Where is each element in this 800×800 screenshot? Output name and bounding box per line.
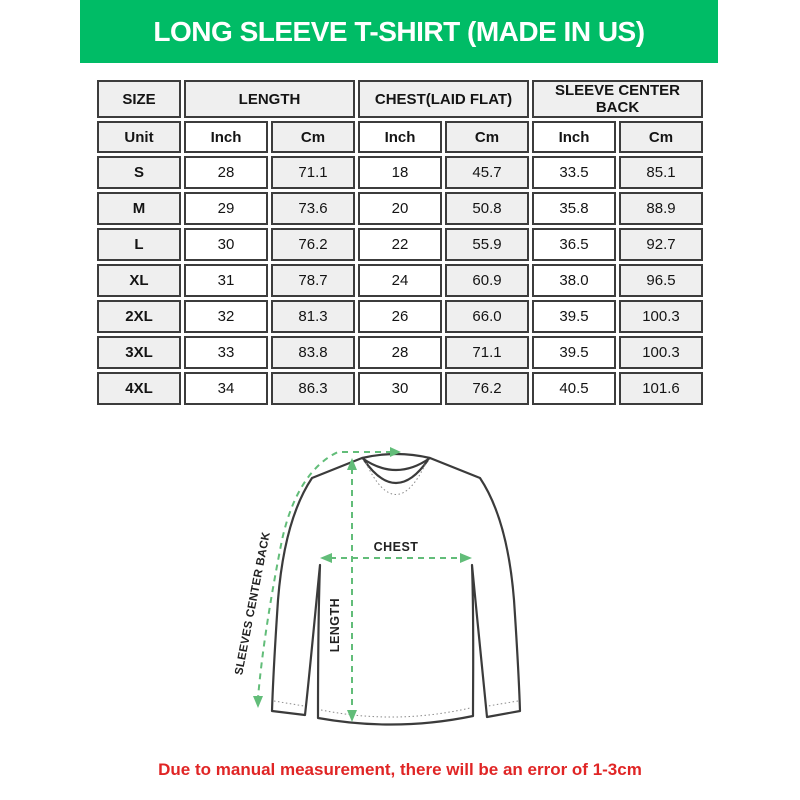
value-cell: 20 — [358, 192, 442, 225]
long-sleeve-shirt-illustration: CHEST LENGTH SLEEVES CENTER BACK — [233, 447, 522, 726]
value-cell: 34 — [184, 372, 268, 405]
value-cell: 26 — [358, 300, 442, 333]
table-row: 4XL 34 86.3 30 76.2 40.5 101.6 — [97, 372, 703, 405]
unit-cell: Inch — [358, 121, 442, 153]
page-title: LONG SLEEVE T-SHIRT (MADE IN US) — [153, 15, 645, 47]
value-cell: 78.7 — [271, 264, 355, 297]
unit-cell: Unit — [97, 121, 181, 153]
value-cell: 73.6 — [271, 192, 355, 225]
table-row: S 28 71.1 18 45.7 33.5 85.1 — [97, 156, 703, 189]
value-cell: 28 — [358, 336, 442, 369]
value-cell: 24 — [358, 264, 442, 297]
sleeves-center-back-label: SLEEVES CENTER BACK — [233, 530, 273, 676]
table-unit-row: Unit Inch Cm Inch Cm Inch Cm — [97, 121, 703, 153]
value-cell: 100.3 — [619, 300, 703, 333]
value-cell: 100.3 — [619, 336, 703, 369]
value-cell: 76.2 — [271, 228, 355, 261]
value-cell: 30 — [358, 372, 442, 405]
measurement-error-note: Due to manual measurement, there will be… — [158, 760, 642, 779]
value-cell: 50.8 — [445, 192, 529, 225]
value-cell: 76.2 — [445, 372, 529, 405]
value-cell: 18 — [358, 156, 442, 189]
value-cell: 33 — [184, 336, 268, 369]
size-cell: S — [97, 156, 181, 189]
size-cell: L — [97, 228, 181, 261]
size-table: SIZE LENGTH CHEST(LAID FLAT) SLEEVE CENT… — [94, 77, 706, 408]
col-header-length: LENGTH — [184, 80, 355, 118]
value-cell: 35.8 — [532, 192, 616, 225]
value-cell: 96.5 — [619, 264, 703, 297]
value-cell: 81.3 — [271, 300, 355, 333]
value-cell: 83.8 — [271, 336, 355, 369]
table-row: 2XL 32 81.3 26 66.0 39.5 100.3 — [97, 300, 703, 333]
value-cell: 71.1 — [445, 336, 529, 369]
size-cell: 4XL — [97, 372, 181, 405]
size-cell: 2XL — [97, 300, 181, 333]
value-cell: 39.5 — [532, 336, 616, 369]
table-row: M 29 73.6 20 50.8 35.8 88.9 — [97, 192, 703, 225]
value-cell: 28 — [184, 156, 268, 189]
value-cell: 101.6 — [619, 372, 703, 405]
table-group-header-row: SIZE LENGTH CHEST(LAID FLAT) SLEEVE CENT… — [97, 80, 703, 118]
value-cell: 31 — [184, 264, 268, 297]
arrowhead-up-icon — [347, 458, 357, 470]
right-cuff-stitch-line — [487, 700, 519, 707]
collar-outer-edge — [361, 457, 431, 471]
value-cell: 85.1 — [619, 156, 703, 189]
arrowhead-down-icon — [347, 710, 357, 722]
value-cell: 29 — [184, 192, 268, 225]
unit-cell: Inch — [532, 121, 616, 153]
value-cell: 33.5 — [532, 156, 616, 189]
sleeve-measure-line — [257, 451, 392, 699]
left-cuff-stitch-line — [273, 700, 305, 707]
unit-cell: Inch — [184, 121, 268, 153]
size-cell: M — [97, 192, 181, 225]
collar-inner-edge — [363, 459, 429, 485]
value-cell: 40.5 — [532, 372, 616, 405]
length-label: LENGTH — [328, 598, 342, 652]
value-cell: 88.9 — [619, 192, 703, 225]
unit-cell: Cm — [271, 121, 355, 153]
value-cell: 60.9 — [445, 264, 529, 297]
value-cell: 55.9 — [445, 228, 529, 261]
size-cell: 3XL — [97, 336, 181, 369]
value-cell: 86.3 — [271, 372, 355, 405]
value-cell: 66.0 — [445, 300, 529, 333]
table-row: 3XL 33 83.8 28 71.1 39.5 100.3 — [97, 336, 703, 369]
arrowhead-down-icon — [253, 696, 263, 708]
col-header-sleeve: SLEEVE CENTER BACK — [532, 80, 703, 118]
col-header-size: SIZE — [97, 80, 181, 118]
chest-label: CHEST — [374, 540, 419, 554]
unit-cell: Cm — [619, 121, 703, 153]
collar-stitch-line — [365, 462, 427, 495]
arrowhead-right-icon — [390, 447, 401, 457]
value-cell: 22 — [358, 228, 442, 261]
value-cell: 38.0 — [532, 264, 616, 297]
value-cell: 45.7 — [445, 156, 529, 189]
hem-stitch-line — [320, 707, 471, 718]
table-row: L 30 76.2 22 55.9 36.5 92.7 — [97, 228, 703, 261]
shirt-outline — [270, 452, 522, 726]
value-cell: 30 — [184, 228, 268, 261]
value-cell: 32 — [184, 300, 268, 333]
value-cell: 92.7 — [619, 228, 703, 261]
size-cell: XL — [97, 264, 181, 297]
value-cell: 39.5 — [532, 300, 616, 333]
unit-cell: Cm — [445, 121, 529, 153]
col-header-chest: CHEST(LAID FLAT) — [358, 80, 529, 118]
title-banner: LONG SLEEVE T-SHIRT (MADE IN US) — [80, 0, 718, 63]
value-cell: 71.1 — [271, 156, 355, 189]
table-row: XL 31 78.7 24 60.9 38.0 96.5 — [97, 264, 703, 297]
arrowhead-left-icon — [320, 553, 332, 563]
arrowhead-right-icon — [460, 553, 472, 563]
shirt-measurement-diagram: CHEST LENGTH SLEEVES CENTER BACK — [220, 430, 580, 760]
value-cell: 36.5 — [532, 228, 616, 261]
